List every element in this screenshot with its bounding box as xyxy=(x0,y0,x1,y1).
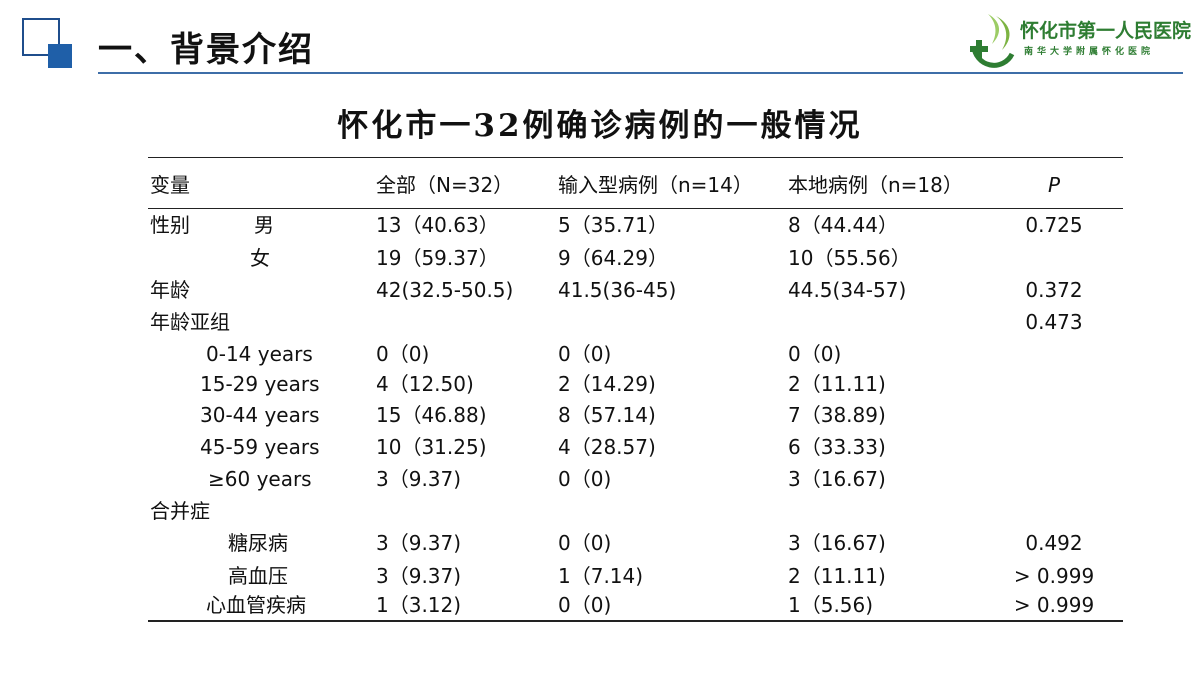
row-label: 合并症 xyxy=(150,499,210,523)
cell-all: 4（12.50) xyxy=(376,372,474,396)
cell-imported: 0（0) xyxy=(558,593,612,617)
cell-all: 3（9.37) xyxy=(376,564,462,588)
table-bottom-rule xyxy=(148,620,1123,622)
cell-imported: 5（35.71） xyxy=(558,213,668,237)
row-label: 45-59 years xyxy=(200,435,320,459)
row-label: 心血管疾病 xyxy=(206,593,306,617)
cell-local: 0（0) xyxy=(788,342,842,366)
cell-local: 3（16.67) xyxy=(788,467,886,491)
table-header-rule xyxy=(148,208,1123,209)
cell-imported: 0（0) xyxy=(558,467,612,491)
table-top-rule xyxy=(148,157,1123,158)
cell-local: 10（55.56） xyxy=(788,246,911,270)
column-header-variable: 变量 xyxy=(150,173,190,197)
row-label: 糖尿病 xyxy=(228,531,288,555)
cell-all: 13（40.63） xyxy=(376,213,499,237)
row-sublabel: 女 xyxy=(250,246,270,270)
cell-all: 3（9.37) xyxy=(376,531,462,555)
cell-all: 19（59.37） xyxy=(376,246,499,270)
cell-p: 0.473 xyxy=(1025,310,1083,334)
row-label: ≥60 years xyxy=(208,467,312,491)
cell-imported: 9（64.29） xyxy=(558,246,668,270)
column-header-p: P xyxy=(1047,173,1061,197)
row-label: 性别 xyxy=(150,213,190,237)
section-title: 一、背景介绍 xyxy=(98,30,314,70)
cell-imported: 1（7.14) xyxy=(558,564,644,588)
header-divider xyxy=(98,72,1183,74)
cell-all: 42(32.5-50.5) xyxy=(376,278,514,302)
row-sublabel: 男 xyxy=(254,213,274,237)
hospital-emblem-icon xyxy=(970,14,1015,68)
cell-all: 0（0) xyxy=(376,342,430,366)
cell-p: 0.492 xyxy=(1025,531,1083,555)
cell-imported: 0（0) xyxy=(558,531,612,555)
cell-imported: 41.5(36-45) xyxy=(558,278,677,302)
row-label: 30-44 years xyxy=(200,403,320,427)
cell-local: 8（44.44） xyxy=(788,213,898,237)
cell-p: 0.372 xyxy=(1025,278,1083,302)
row-label: 高血压 xyxy=(228,564,288,588)
table-title: 怀化市一32例确诊病例的一般情况 xyxy=(337,108,863,144)
column-header-all: 全部（N=32） xyxy=(376,173,514,197)
cell-all: 15（46.88) xyxy=(376,403,487,427)
corner-square-icon xyxy=(22,18,74,70)
column-header-local: 本地病例（n=18） xyxy=(788,173,963,197)
cell-all: 1（3.12) xyxy=(376,593,462,617)
cell-p: > 0.999 xyxy=(1013,593,1095,617)
row-label: 年龄 xyxy=(150,278,190,302)
cell-local: 6（33.33) xyxy=(788,435,886,459)
cell-all: 3（9.37) xyxy=(376,467,462,491)
cell-imported: 0（0) xyxy=(558,342,612,366)
cell-local: 1（5.56) xyxy=(788,593,874,617)
cell-imported: 8（57.14) xyxy=(558,403,656,427)
hospital-logo: 怀化市第一人民医院 南华大学附属怀化医院 xyxy=(966,10,1191,72)
cell-p: > 0.999 xyxy=(1013,564,1095,588)
row-label: 年龄亚组 xyxy=(150,310,230,334)
cell-all: 10（31.25) xyxy=(376,435,487,459)
cell-imported: 2（14.29) xyxy=(558,372,656,396)
cell-local: 7（38.89) xyxy=(788,403,886,427)
cell-imported: 4（28.57) xyxy=(558,435,656,459)
logo-hospital-subtitle: 南华大学附属怀化医院 xyxy=(1024,47,1155,57)
column-header-imported: 输入型病例（n=14） xyxy=(558,173,753,197)
cell-local: 44.5(34-57) xyxy=(788,278,907,302)
cell-local: 3（16.67) xyxy=(788,531,886,555)
cell-p: 0.725 xyxy=(1025,213,1083,237)
row-label: 0-14 years xyxy=(206,342,313,366)
logo-hospital-name: 怀化市第一人民医院 xyxy=(1020,20,1192,42)
row-label: 15-29 years xyxy=(200,372,320,396)
cell-local: 2（11.11) xyxy=(788,564,886,588)
cell-local: 2（11.11) xyxy=(788,372,886,396)
